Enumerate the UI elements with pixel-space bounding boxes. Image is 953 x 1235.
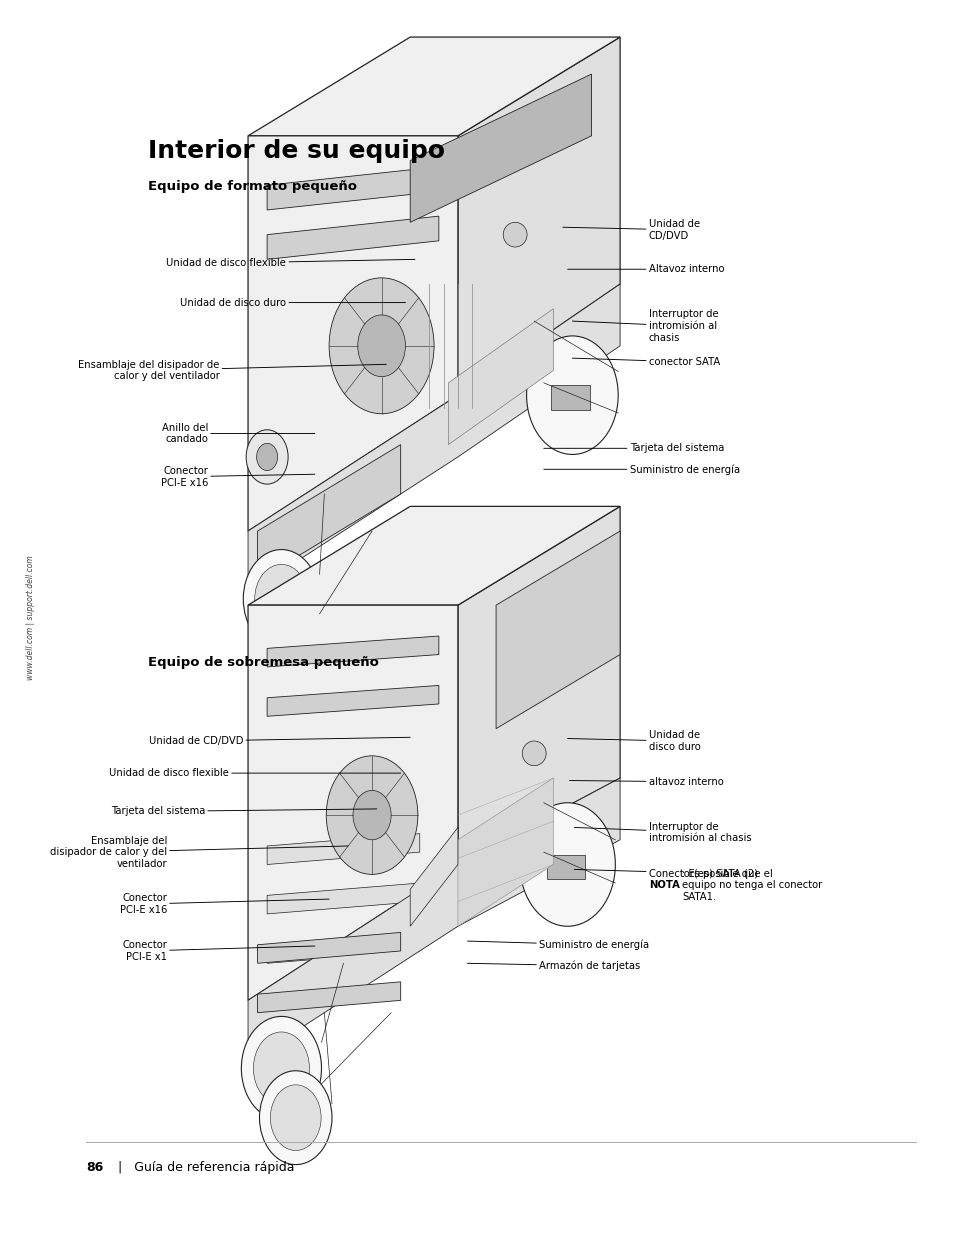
Text: Unidad de disco duro: Unidad de disco duro <box>180 298 405 308</box>
Polygon shape <box>257 982 400 1013</box>
Polygon shape <box>457 506 619 864</box>
Polygon shape <box>257 445 400 580</box>
Polygon shape <box>248 506 619 605</box>
Text: Interior de su equipo: Interior de su equipo <box>148 140 444 163</box>
Text: Ensamblaje del
disipador de calor y del
ventilador: Ensamblaje del disipador de calor y del … <box>50 836 348 868</box>
Circle shape <box>353 790 391 840</box>
Text: Interruptor de
intromisión al
chasis: Interruptor de intromisión al chasis <box>572 310 718 342</box>
Text: Unidad de disco flexible: Unidad de disco flexible <box>109 768 400 778</box>
Bar <box>551 385 589 410</box>
Text: Conector
PCI-E x1: Conector PCI-E x1 <box>122 940 314 962</box>
Text: : Es posible que el
equipo no tenga el conector
SATA1.: : Es posible que el equipo no tenga el c… <box>681 869 821 902</box>
Text: Tarjeta del sistema: Tarjeta del sistema <box>543 443 723 453</box>
Text: Conector
PCI-E x16: Conector PCI-E x16 <box>119 893 329 915</box>
Polygon shape <box>267 636 438 667</box>
Ellipse shape <box>522 741 545 766</box>
Circle shape <box>519 803 615 926</box>
Text: conector SATA: conector SATA <box>572 357 720 367</box>
Circle shape <box>526 336 618 454</box>
Text: NOTA: NOTA <box>648 881 679 890</box>
Circle shape <box>326 756 417 874</box>
Polygon shape <box>248 136 457 531</box>
Circle shape <box>357 315 405 377</box>
Polygon shape <box>267 834 419 864</box>
Polygon shape <box>267 167 438 210</box>
Text: Conector(es) SATA (2): Conector(es) SATA (2) <box>574 868 757 878</box>
Text: Equipo de sobremesa pequeño: Equipo de sobremesa pequeño <box>148 656 378 669</box>
Polygon shape <box>267 932 419 963</box>
Text: altavoz interno: altavoz interno <box>569 777 722 787</box>
Polygon shape <box>448 309 553 445</box>
Text: Altavoz interno: Altavoz interno <box>567 264 723 274</box>
Polygon shape <box>257 932 400 963</box>
Polygon shape <box>496 531 619 729</box>
Circle shape <box>329 278 434 414</box>
Polygon shape <box>267 216 438 259</box>
Text: |   Guía de referencia rápida: | Guía de referencia rápida <box>110 1161 294 1173</box>
Polygon shape <box>457 37 619 395</box>
Circle shape <box>270 1084 321 1151</box>
Text: Unidad de
CD/DVD: Unidad de CD/DVD <box>562 219 700 241</box>
Text: Suministro de energía: Suministro de energía <box>467 940 648 950</box>
Ellipse shape <box>503 222 526 247</box>
Text: 86: 86 <box>86 1161 103 1173</box>
Circle shape <box>243 550 319 648</box>
Polygon shape <box>248 605 457 1000</box>
Polygon shape <box>267 883 419 914</box>
Circle shape <box>256 443 277 471</box>
Polygon shape <box>267 685 438 716</box>
Text: www.dell.com | support.dell.com: www.dell.com | support.dell.com <box>26 555 35 680</box>
Polygon shape <box>410 827 457 926</box>
Text: Suministro de energía: Suministro de energía <box>543 464 739 474</box>
Polygon shape <box>410 74 591 222</box>
Text: Armazón de tarjetas: Armazón de tarjetas <box>467 961 639 971</box>
Text: Unidad de disco flexible: Unidad de disco flexible <box>166 258 415 268</box>
Bar <box>546 855 584 879</box>
Text: Equipo de formato pequeño: Equipo de formato pequeño <box>148 179 356 193</box>
Text: Anillo del
candado: Anillo del candado <box>161 422 314 445</box>
Polygon shape <box>248 37 619 136</box>
Circle shape <box>259 1071 332 1165</box>
Circle shape <box>246 430 288 484</box>
Text: Interruptor de
intromisión al chasis: Interruptor de intromisión al chasis <box>574 821 751 844</box>
Text: Unidad de
disco duro: Unidad de disco duro <box>567 730 700 752</box>
Polygon shape <box>248 284 619 593</box>
Polygon shape <box>457 778 553 926</box>
Polygon shape <box>248 778 619 1062</box>
Text: Unidad de CD/DVD: Unidad de CD/DVD <box>149 736 410 746</box>
Circle shape <box>241 1016 321 1120</box>
Circle shape <box>253 1032 309 1104</box>
Text: Ensamblaje del disipador de
calor y del ventilador: Ensamblaje del disipador de calor y del … <box>78 359 386 382</box>
Circle shape <box>254 564 308 634</box>
Text: Tarjeta del sistema: Tarjeta del sistema <box>111 806 376 816</box>
Text: Conector
PCI-E x16: Conector PCI-E x16 <box>160 466 314 488</box>
